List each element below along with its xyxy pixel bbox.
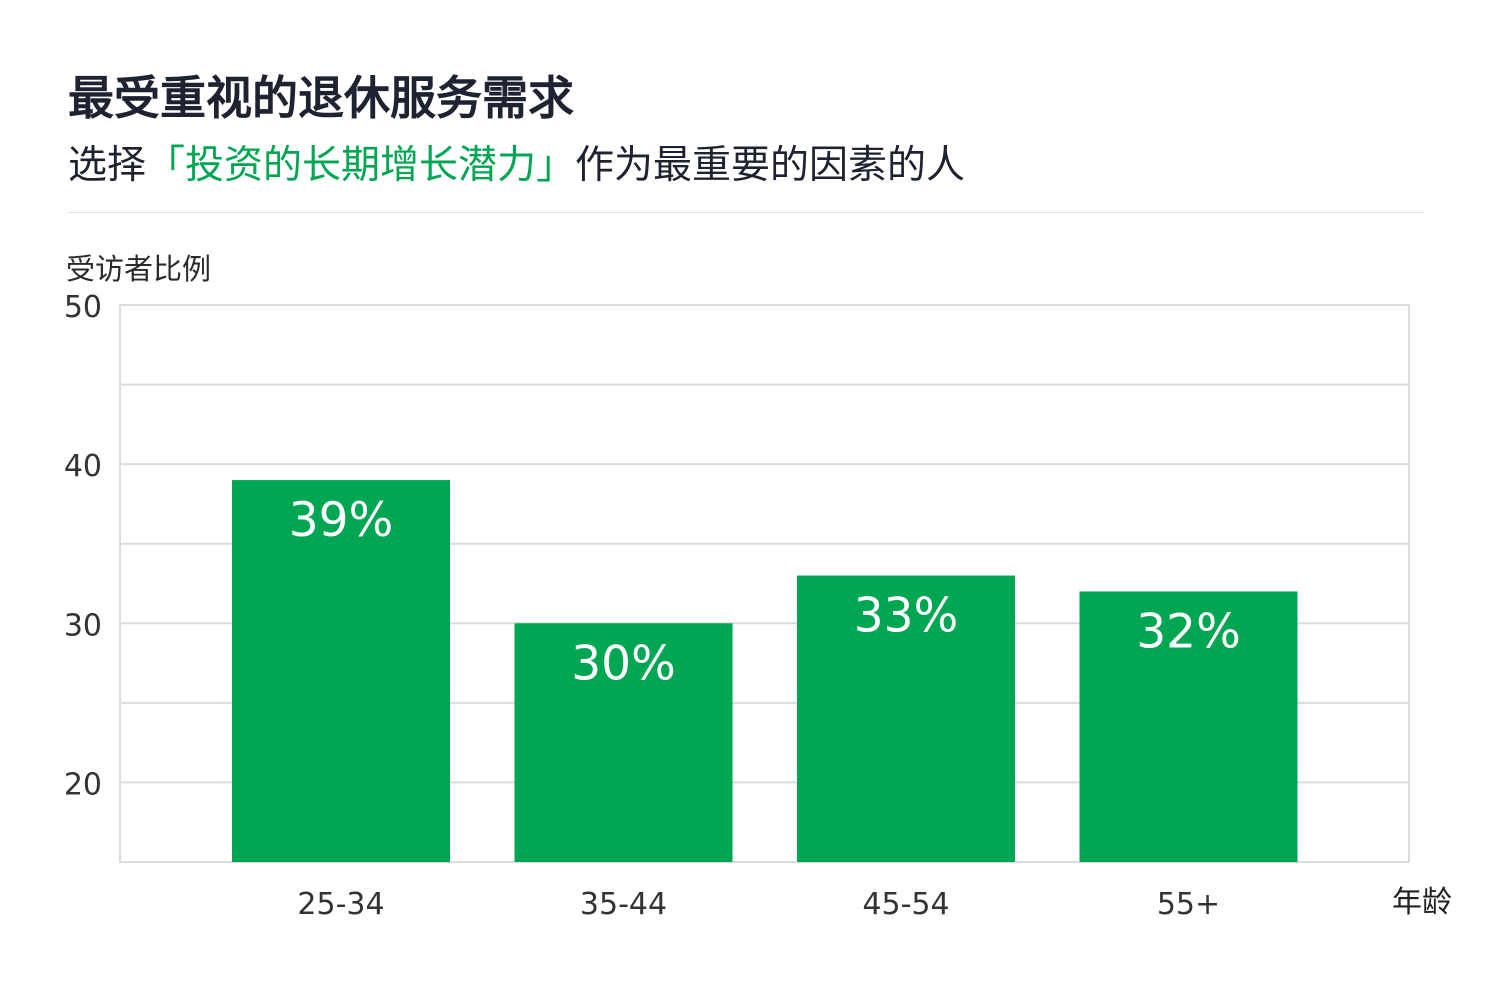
x-tick-label: 35-44 [580, 887, 667, 922]
subtitle-highlight: 「投资的长期增长潜力」 [146, 143, 576, 188]
x-tick-label: 25-34 [297, 887, 384, 922]
plot-frame [119, 304, 1410, 863]
chart-subtitle: 选择「投资的长期增长潜力」作为最重要的因素的人 [68, 134, 965, 190]
y-tick-label: 20 [64, 767, 102, 802]
header-divider [68, 212, 1424, 213]
bar [1079, 591, 1298, 862]
bar [514, 623, 733, 862]
bar-value-label: 32% [1136, 604, 1240, 659]
bars: 39% 30% 33% 32% [232, 480, 1298, 862]
y-tick-label: 30 [64, 608, 102, 643]
y-tick-label: 40 [64, 449, 102, 484]
chart-title: 最受重视的退休服务需求 [68, 71, 574, 125]
subtitle-suffix: 作为最重要的因素的人 [575, 143, 966, 188]
subtitle-prefix: 选择 [68, 143, 147, 188]
bar [797, 575, 1015, 862]
x-tick-label: 55+ [1157, 887, 1220, 922]
y-axis-label: 受访者比例 [66, 252, 212, 286]
x-ticks: 25-34 35-44 45-54 55+ [297, 887, 1220, 922]
y-ticks: 20 30 40 50 [64, 290, 102, 802]
x-tick-label: 45-54 [862, 887, 949, 922]
bar-value-label: 39% [289, 493, 393, 548]
y-tick-label: 50 [64, 290, 102, 325]
x-axis-label: 年龄 [1392, 885, 1452, 920]
bar-value-label: 30% [571, 636, 675, 691]
bar [232, 480, 450, 862]
bar-value-label: 33% [854, 589, 958, 644]
